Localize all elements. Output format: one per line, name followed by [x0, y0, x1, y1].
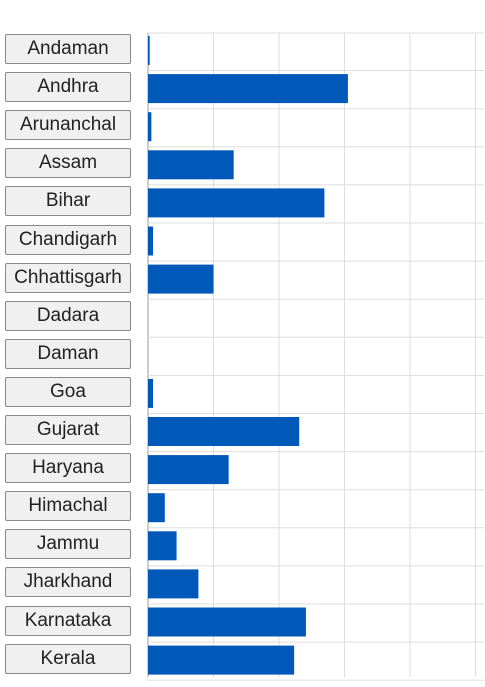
bars [148, 36, 348, 675]
bar[interactable] [148, 36, 150, 65]
category-label[interactable]: Goa [5, 376, 131, 407]
category-label[interactable]: Kerala [5, 643, 131, 674]
category-label[interactable]: Dadara [5, 300, 131, 331]
bar[interactable] [148, 112, 152, 142]
bar[interactable] [148, 264, 214, 294]
bar[interactable] [148, 150, 234, 180]
bar[interactable] [148, 74, 348, 104]
bar[interactable] [148, 188, 325, 218]
category-label[interactable]: Himachal [5, 491, 131, 522]
category-label[interactable]: Assam [5, 148, 131, 179]
category-label[interactable]: Jammu [5, 529, 131, 560]
category-label[interactable]: Haryana [5, 453, 131, 484]
bar[interactable] [148, 531, 177, 561]
category-label[interactable]: Bihar [5, 186, 131, 217]
bar[interactable] [148, 493, 165, 523]
bar[interactable] [148, 645, 295, 675]
bar[interactable] [148, 226, 154, 256]
category-label[interactable]: Arunanchal [5, 110, 131, 141]
bar[interactable] [148, 417, 300, 446]
category-label[interactable]: Karnataka [5, 605, 131, 636]
category-label[interactable]: Chandigarh [5, 224, 131, 255]
bar[interactable] [148, 455, 229, 485]
category-label[interactable]: Andaman [5, 34, 131, 64]
bar[interactable] [148, 378, 154, 408]
bar[interactable] [148, 569, 199, 599]
category-label[interactable]: Chhattisgarh [5, 262, 131, 293]
category-label[interactable]: Gujarat [5, 415, 131, 445]
category-label[interactable]: Daman [5, 338, 131, 369]
category-label[interactable]: Jharkhand [5, 567, 131, 598]
bar[interactable] [148, 607, 306, 637]
category-label[interactable]: Andhra [5, 72, 131, 103]
